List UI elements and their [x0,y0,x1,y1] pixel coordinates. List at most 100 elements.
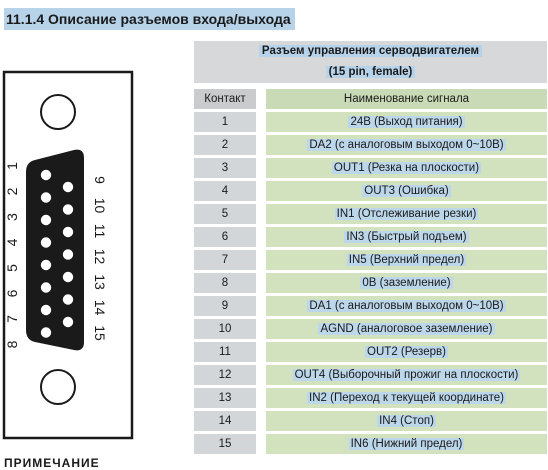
table-row: 10 AGND (аналоговое заземление) [194,319,547,339]
signal-name-text: OUT3 (Ошибка) [362,185,451,197]
pin-hole [40,304,52,316]
signal-name-text: IN4 (Стоп) [377,415,436,427]
table-title-line1: Разъем управления серводвигателем [194,41,547,62]
signal-name: IN6 (Нижний предел) [266,434,547,454]
pin-label: 15 [92,325,108,341]
pin-labels-right: 9 10 11 12 13 14 15 [92,176,108,341]
pin-hole [62,226,74,238]
pin-hole [62,181,74,193]
pin-hole [62,249,74,260]
table-row: 6 IN3 (Быстрый подъем) [194,227,547,247]
table-row: 5 IN1 (Отслеживание резки) [194,204,547,224]
pin-label: 6 [4,289,20,297]
signal-name-text: IN2 (Переход к текущей координате) [307,392,506,404]
mounting-hole-bottom [40,369,76,405]
pin-hole [40,214,52,226]
pin-label: 8 [4,340,20,348]
table-header-row: Разъем управления серводвигателем [194,41,547,62]
signal-name: 24В (Выход питания) [266,112,547,132]
table-title-line2: (15 pin, female) [194,62,547,83]
pin-label: 12 [92,249,108,265]
mounting-hole-top [40,94,76,130]
section-heading: 11.1.4 Описание разъемов входа/выхода [4,8,295,30]
signal-name: IN1 (Отслеживание резки) [266,204,547,224]
signal-name: AGND (аналоговое заземление) [266,319,547,339]
signal-name: OUT1 (Резка на плоскости) [266,158,547,178]
signal-name-text: DA2 (с аналоговым выходом 0~10В) [307,139,506,151]
pin-hole [40,192,52,203]
pin-number: 10 [194,319,256,339]
pin-number: 9 [194,296,256,316]
table-row: 1 24В (Выход питания) [194,112,547,132]
table-row: 8 0В (заземление) [194,273,547,293]
pin-number: 6 [194,227,256,247]
pin-number: 8 [194,273,256,293]
column-header-row: Контакт Наименование сигнала [194,89,547,109]
pin-label: 5 [4,264,20,272]
signal-name-text: 0В (заземление) [360,277,453,289]
pin-label: 2 [4,187,20,195]
pin-number: 1 [194,112,256,132]
pin-hole [40,169,52,181]
column-header-signal: Наименование сигнала [266,89,547,109]
pin-number: 11 [194,342,256,362]
pin-hole [62,294,74,305]
signal-name-text: 24В (Выход питания) [348,116,465,128]
signal-name: IN2 (Переход к текущей координате) [266,388,547,408]
signal-name: IN4 (Стоп) [266,411,547,431]
pin-hole [62,271,74,283]
signal-name: DA2 (с аналоговым выходом 0~10В) [266,135,547,155]
table-row: 15 IN6 (Нижний предел) [194,434,547,454]
pin-number: 13 [194,388,256,408]
signal-name: IN5 (Верхний предел) [266,250,547,270]
table-row: 4 OUT3 (Ошибка) [194,181,547,201]
signal-name: OUT2 (Резерв) [266,342,547,362]
pin-number: 12 [194,365,256,385]
pin-label: 3 [4,213,20,221]
signal-name-text: DA1 (с аналоговым выходом 0~10В) [307,300,506,312]
signal-name-text: OUT1 (Резка на плоскости) [331,162,482,174]
pin-label: 4 [4,238,20,246]
signal-name: 0В (заземление) [266,273,547,293]
pin-label: 7 [4,315,20,323]
pin-number: 4 [194,181,256,201]
pin-label: 9 [92,176,108,184]
d-sub-shell [26,149,84,351]
pin-labels-left: 1 2 3 4 5 6 7 8 [4,162,20,349]
note-heading: ПРИМЕЧАНИЕ [4,456,100,470]
pin-hole [40,327,52,338]
pin-number: 3 [194,158,256,178]
pin-hole [40,237,52,248]
signal-name: OUT4 (Выборочный прожиг на плоскости) [266,365,547,385]
signal-name: IN3 (Быстрый подъем) [266,227,547,247]
pin-hole [40,259,52,271]
signal-name-text: AGND (аналоговое заземление) [318,323,495,335]
table-row: 12 OUT4 (Выборочный прожиг на плоскости) [194,365,547,385]
table-row: 13 IN2 (Переход к текущей координате) [194,388,547,408]
signal-name-text: OUT4 (Выборочный прожиг на плоскости) [292,369,521,381]
signal-name: DA1 (с аналоговым выходом 0~10В) [266,296,547,316]
table-row: 9 DA1 (с аналоговым выходом 0~10В) [194,296,547,316]
signal-name-text: IN1 (Отслеживание резки) [334,208,479,220]
table-row: 7 IN5 (Верхний предел) [194,250,547,270]
pin-label: 1 [4,162,20,170]
table-header-row: (15 pin, female) [194,62,547,86]
pin-number: 15 [194,434,256,454]
table-row: 3 OUT1 (Резка на плоскости) [194,158,547,178]
signal-name-text: IN6 (Нижний предел) [348,438,465,450]
column-header-contact: Контакт [194,89,256,109]
table-row: 14 IN4 (Стоп) [194,411,547,431]
pin-hole [62,316,74,328]
table-row: 2 DA2 (с аналоговым выходом 0~10В) [194,135,547,155]
pin-label: 13 [92,274,108,290]
pin-number: 2 [194,135,256,155]
signal-name-text: OUT2 (Резерв) [365,346,448,358]
pin-hole [40,282,52,293]
pin-hole [62,204,74,215]
signal-name-text: IN3 (Быстрый подъем) [344,231,469,243]
table-row: 11 OUT2 (Резерв) [194,342,547,362]
pin-label: 14 [92,300,108,316]
pin-number: 5 [194,204,256,224]
pin-label: 11 [92,224,108,239]
